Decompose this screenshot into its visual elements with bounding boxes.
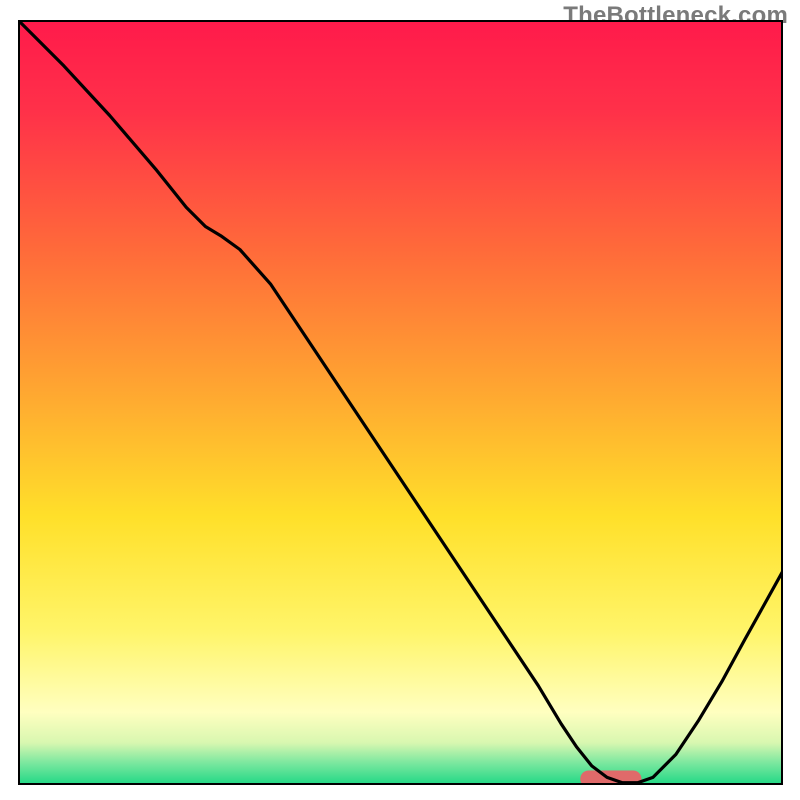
bottleneck-plot (18, 20, 783, 785)
plot-svg (18, 20, 783, 785)
plot-background (18, 20, 783, 785)
figure-frame: TheBottleneck.com (0, 0, 800, 800)
